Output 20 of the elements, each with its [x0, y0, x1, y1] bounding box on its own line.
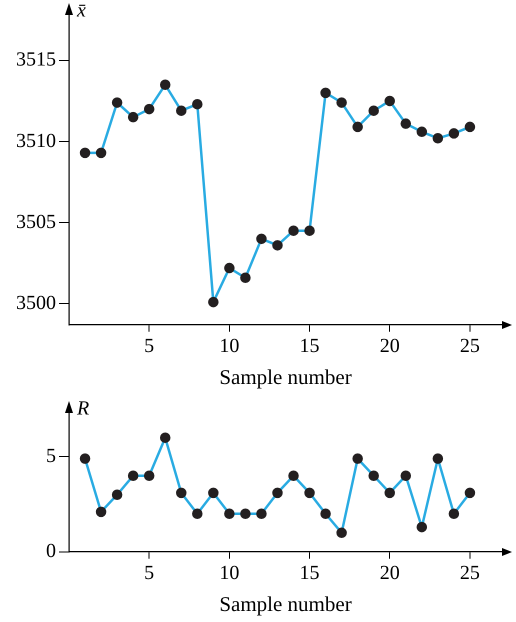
y-tick-label: 3500 — [16, 292, 56, 314]
y-tick-label: 3515 — [16, 48, 56, 71]
y-tick-label: 0 — [46, 540, 56, 562]
y-axis-title: x̄ — [76, 0, 86, 22]
x-tick-label: 15 — [300, 335, 320, 358]
x-tick-label: 5 — [144, 335, 154, 358]
x-tick-label: 25 — [460, 335, 480, 358]
x-tick-label: 10 — [219, 335, 240, 358]
x-axis-title: Sample number — [219, 364, 352, 389]
x-tick-label: 10 — [219, 562, 240, 584]
x-axis-title: Sample number — [219, 592, 352, 616]
y-tick-label: 3505 — [16, 210, 56, 233]
x-tick-label: 15 — [300, 562, 320, 584]
x-tick-label: 20 — [380, 335, 400, 358]
x-tick-label: 20 — [380, 562, 400, 584]
x-tick-label: 25 — [460, 562, 480, 584]
y-tick-label: 5 — [46, 444, 56, 467]
y-axis-title: R — [76, 397, 90, 420]
x-tick-label: 5 — [144, 562, 154, 584]
y-tick-label: 3510 — [16, 130, 56, 152]
